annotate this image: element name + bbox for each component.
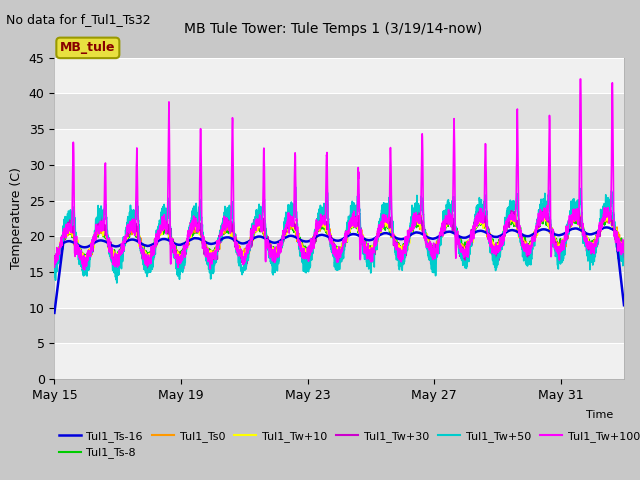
Bar: [54, 236, 624, 272]
Bar: [54, 165, 624, 201]
Y-axis label: Temperature (C): Temperature (C): [10, 168, 23, 269]
Text: MB_tule: MB_tule: [60, 41, 116, 54]
Bar: [54, 201, 624, 236]
Text: Time: Time: [586, 410, 613, 420]
Bar: [54, 308, 624, 344]
Bar: [54, 58, 624, 93]
Legend: Tul1_Ts-16, Tul1_Ts-8, Tul1_Ts0, Tul1_Tw+10, Tul1_Tw+30, Tul1_Tw+50, Tul1_Tw+100: Tul1_Ts-16, Tul1_Ts-8, Tul1_Ts0, Tul1_Tw…: [54, 427, 640, 463]
Bar: [54, 129, 624, 165]
Bar: [54, 344, 624, 379]
Text: MB Tule Tower: Tule Temps 1 (3/19/14-now): MB Tule Tower: Tule Temps 1 (3/19/14-now…: [184, 22, 482, 36]
Bar: [54, 272, 624, 308]
Text: No data for f_Tul1_Ts32: No data for f_Tul1_Ts32: [6, 13, 151, 26]
Bar: [54, 93, 624, 129]
